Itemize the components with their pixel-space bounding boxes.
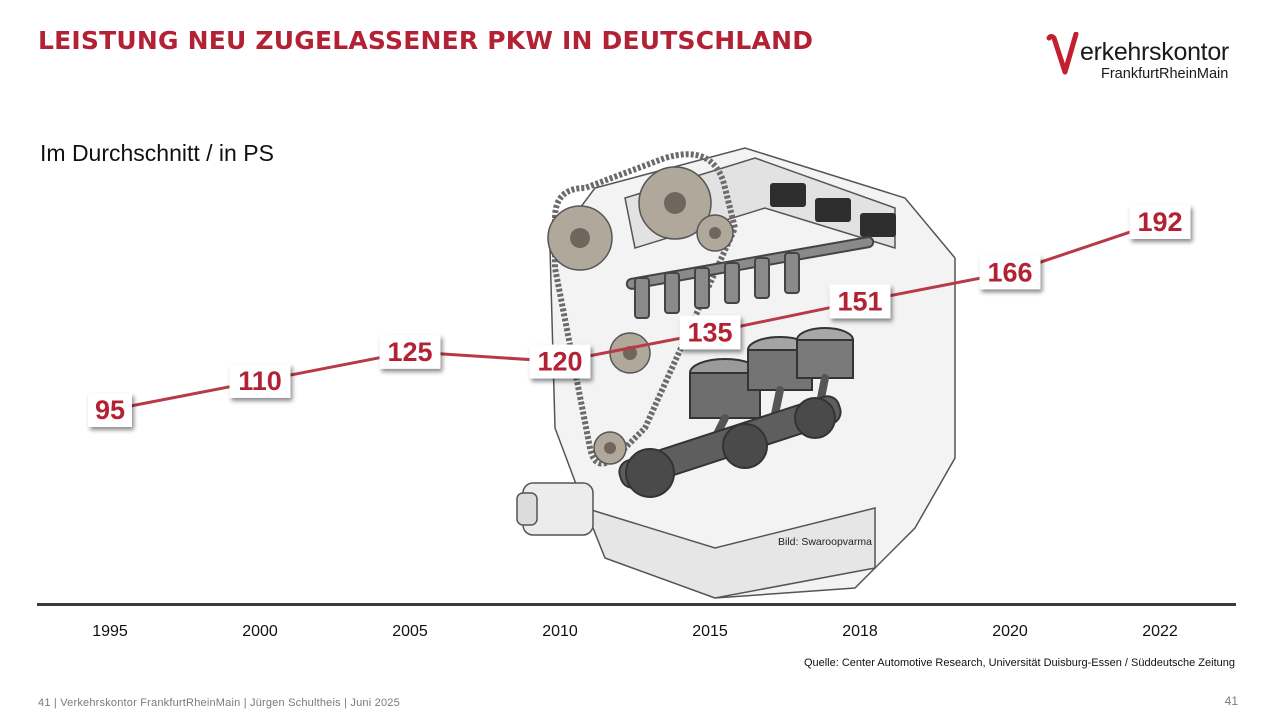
data-label-group: 95 110 125 120 135 151 166 192 (88, 205, 1191, 427)
logo-v-mark (1046, 32, 1079, 75)
x-tick-label: 1995 (92, 623, 128, 640)
data-label: 120 (529, 344, 591, 379)
x-tick-label: 2022 (1142, 623, 1178, 640)
footer-text: 41 | Verkehrskontor FrankfurtRheinMain |… (38, 697, 400, 709)
image-credit: Bild: Swaroopvarma (778, 536, 872, 548)
page-number: 41 (1224, 694, 1238, 708)
logo-name: erkehrskontor (1080, 38, 1229, 66)
data-label-text: 120 (537, 347, 582, 377)
engine-illustration (516, 147, 956, 599)
x-tick-label: 2018 (842, 623, 878, 640)
chart-subtitle: Im Durchschnitt / in PS (40, 140, 274, 166)
x-tick-label: 2010 (542, 623, 578, 640)
x-tick-label: 2015 (692, 623, 728, 640)
data-label-text: 192 (1137, 207, 1182, 237)
x-axis-line (37, 603, 1236, 606)
data-label-box (529, 344, 591, 379)
data-label-box (1129, 205, 1191, 239)
data-label: 135 (679, 315, 741, 350)
verkehrskontor-logo: erkehrskontor FrankfurtRheinMain (1046, 32, 1246, 88)
data-label-text: 95 (95, 395, 125, 425)
data-label-text: 151 (837, 286, 882, 316)
x-tick-label: 2000 (242, 623, 278, 640)
slide-title: LEISTUNG NEU ZUGELASSENER PKW IN DEUTSCH… (38, 26, 814, 55)
data-label-box (829, 284, 891, 319)
logo-subtitle: FrankfurtRheinMain (1101, 66, 1229, 82)
data-label: 125 (379, 334, 441, 369)
data-label: 95 (88, 393, 132, 427)
data-label-text: 135 (687, 317, 732, 347)
x-tick-group: 1995 2000 2005 2010 2015 2018 2020 2022 (92, 623, 1178, 640)
x-tick-label: 2020 (992, 623, 1028, 640)
data-label-box (679, 315, 741, 350)
data-label: 192 (1129, 205, 1191, 239)
data-label-box (229, 363, 291, 398)
data-label-text: 110 (238, 366, 282, 396)
data-label: 110 (229, 363, 291, 398)
data-label-text: 125 (387, 337, 432, 367)
data-label-box (979, 255, 1041, 290)
data-label: 151 (829, 284, 891, 319)
x-tick-label: 2005 (392, 623, 428, 640)
data-label: 166 (979, 255, 1041, 290)
data-label-box (88, 393, 132, 427)
source-note: Quelle: Center Automotive Research, Univ… (803, 657, 1235, 669)
data-label-text: 166 (987, 257, 1032, 287)
data-label-box (379, 334, 441, 369)
